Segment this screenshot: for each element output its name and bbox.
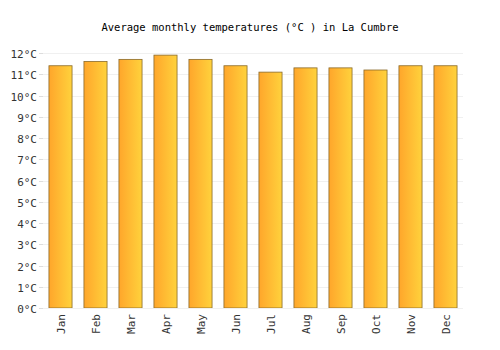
y-tick [39, 202, 43, 203]
y-tick [39, 244, 43, 245]
y-tick [39, 223, 43, 224]
x-tick-label: Apr [160, 314, 173, 334]
bar [224, 66, 247, 308]
y-tick-label: 10°C [11, 91, 38, 104]
y-tick [39, 138, 43, 139]
y-tick-label: 1°C [17, 282, 37, 295]
bar [434, 66, 457, 308]
y-tick [39, 96, 43, 97]
x-tick-label: Jun [230, 314, 243, 334]
y-tick-label: 4°C [17, 218, 37, 231]
y-tick [39, 117, 43, 118]
y-tick-label: 12°C [11, 48, 38, 61]
chart-container: Average monthly temperatures (°C ) in La… [0, 0, 500, 350]
y-tick-label: 0°C [17, 303, 37, 316]
y-tick [39, 74, 43, 75]
y-tick [39, 287, 43, 288]
y-tick-label: 3°C [17, 239, 37, 252]
y-tick [39, 181, 43, 182]
x-tick-label: Aug [300, 314, 313, 334]
bar [189, 59, 212, 308]
y-tick-label: 5°C [17, 197, 37, 210]
x-tick-label: Nov [405, 314, 418, 334]
bar [49, 66, 72, 308]
y-tick-label: 6°C [17, 176, 37, 189]
bar [399, 66, 422, 308]
y-tick-label: 7°C [17, 154, 37, 167]
x-tick-label: May [195, 314, 208, 334]
x-tick-label: Feb [90, 314, 103, 334]
x-tick-label: Dec [440, 314, 453, 334]
y-tick-label: 9°C [17, 112, 37, 125]
bar [154, 55, 177, 308]
bar [329, 68, 352, 308]
x-tick-label: Jan [55, 314, 68, 334]
y-tick-label: 8°C [17, 133, 37, 146]
grid-line [43, 53, 463, 54]
y-tick [39, 308, 43, 309]
bar [119, 59, 142, 308]
chart-title: Average monthly temperatures (°C ) in La… [101, 21, 398, 33]
bar [364, 70, 387, 308]
chart-svg: Average monthly temperatures (°C ) in La… [0, 0, 500, 350]
bar [84, 62, 107, 309]
grid-line [43, 308, 463, 309]
bar [294, 68, 317, 308]
x-tick-label: Mar [125, 314, 138, 334]
y-tick [39, 266, 43, 267]
y-tick-label: 11°C [11, 69, 38, 82]
y-tick [39, 53, 43, 54]
x-tick-label: Jul [265, 314, 278, 334]
bars [49, 55, 457, 308]
bar [259, 72, 282, 308]
y-tick-label: 2°C [17, 261, 37, 274]
y-tick [39, 159, 43, 160]
x-tick-label: Oct [370, 314, 383, 334]
grid [39, 54, 463, 309]
x-tick-label: Sep [335, 314, 348, 334]
